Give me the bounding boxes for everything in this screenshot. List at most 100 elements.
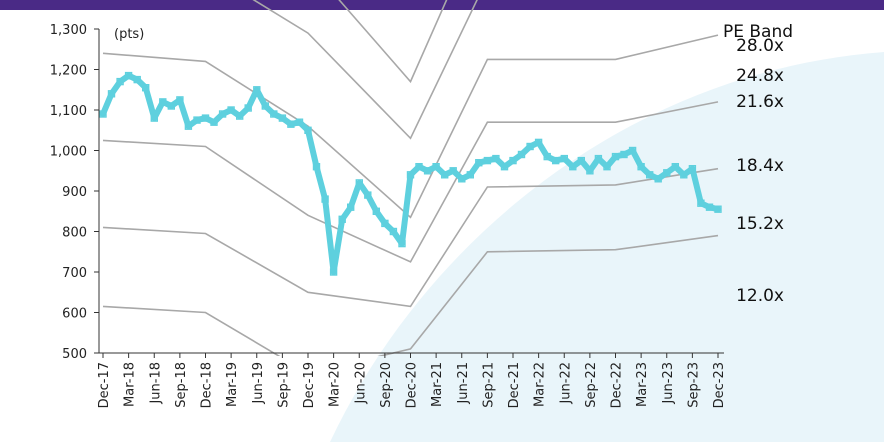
index-point	[628, 146, 637, 155]
top-header-bar	[0, 0, 884, 10]
pe-band-line-28.0x	[338, 0, 448, 84]
index-point	[594, 154, 603, 163]
x-tick-label: Sep-18	[174, 362, 189, 408]
x-tick-label: Jun-21	[456, 362, 471, 405]
index-point	[500, 162, 509, 171]
index-point	[201, 114, 210, 122]
pe-band-label: 15.2x	[736, 214, 784, 234]
index-point	[193, 116, 201, 124]
index-point	[637, 162, 645, 171]
index-point	[680, 171, 688, 179]
index-point	[218, 110, 227, 118]
index-point	[406, 171, 415, 179]
index-point	[150, 114, 159, 122]
x-tick-label: Jun-23	[661, 362, 676, 405]
index-point	[714, 205, 722, 213]
y-tick-label: 600	[62, 307, 87, 322]
x-tick-label: Jun-22	[558, 362, 573, 405]
y-tick-label: 1,000	[50, 145, 87, 160]
y-tick-label: 900	[62, 185, 87, 200]
background-swoosh	[330, 52, 884, 442]
x-tick-label: Dec-20	[405, 362, 420, 408]
index-series	[99, 71, 722, 276]
x-tick-label: Sep-20	[379, 362, 394, 408]
index-point	[671, 162, 679, 171]
index-point	[244, 104, 252, 112]
index-point	[432, 162, 440, 171]
y-tick-label: 800	[62, 226, 87, 241]
x-tick-label: Mar-20	[328, 362, 343, 407]
index-point	[620, 150, 628, 159]
index-point	[167, 102, 176, 110]
x-tick-label: Jun-18	[148, 362, 163, 405]
y-tick-label: 1,300	[50, 23, 87, 38]
pe-band-label: 21.6x	[736, 92, 784, 112]
x-tick-label: Dec-23	[712, 362, 727, 408]
index-point	[227, 106, 235, 114]
index-point	[124, 71, 133, 80]
index-point	[295, 118, 304, 126]
y-unit-label: (pts)	[114, 27, 144, 42]
index-point	[611, 152, 620, 161]
index-line	[100, 72, 721, 275]
index-point	[569, 162, 577, 171]
index-point	[176, 96, 184, 104]
index-point	[560, 154, 568, 163]
index-point	[534, 138, 543, 147]
index-point	[509, 156, 517, 165]
pe-band-label: 28.0x	[736, 36, 784, 56]
index-point	[329, 268, 338, 276]
index-point	[235, 112, 244, 120]
x-tick-label: Jun-19	[251, 362, 266, 405]
index-point	[705, 203, 714, 211]
index-point	[287, 120, 295, 128]
pe-band-line-18.4x	[102, 101, 719, 263]
pe-band-label: 18.4x	[736, 156, 784, 176]
index-point	[355, 179, 363, 187]
index-point	[423, 167, 432, 175]
x-tick-label: Dec-18	[200, 362, 215, 408]
index-point	[338, 215, 346, 224]
index-point	[184, 122, 193, 130]
x-tick-labels: Dec-17 Mar-18 Jun-18 Sep-18 Dec-18 Mar-19 Jun-…	[97, 353, 727, 408]
x-tick-label: Dec-17	[97, 362, 112, 408]
index-point	[270, 110, 278, 118]
x-tick-label: Dec-22	[610, 362, 625, 408]
index-point	[654, 175, 662, 183]
x-tick-label: Sep-22	[584, 362, 599, 408]
index-point	[278, 114, 287, 122]
x-tick-label: Mar-18	[123, 362, 138, 407]
x-tick-label: Sep-21	[481, 362, 496, 408]
index-point	[99, 110, 107, 118]
index-point	[253, 86, 261, 94]
index-point	[466, 171, 474, 179]
index-point	[526, 142, 534, 151]
index-point	[312, 162, 321, 171]
index-point	[381, 219, 389, 228]
index-point	[697, 199, 705, 207]
index-point	[304, 126, 312, 135]
y-tick-label: 700	[62, 266, 87, 281]
index-point	[364, 191, 372, 199]
index-point	[603, 162, 611, 171]
index-point	[688, 164, 697, 173]
legend-title: PE Band	[723, 22, 793, 42]
x-tick-label: Jun-20	[353, 362, 368, 405]
x-tick-label: Mar-23	[635, 362, 650, 407]
pe-band-label: 24.8x	[736, 66, 784, 86]
y-tick-labels: 500 600 700 800 900 1,000 1,100 1,200 1,300	[50, 23, 99, 362]
index-point	[449, 167, 457, 175]
index-point	[261, 102, 269, 110]
x-tick-label: Dec-19	[302, 362, 317, 408]
index-point	[389, 227, 398, 236]
index-point	[210, 118, 218, 126]
y-tick-label: 500	[62, 347, 87, 362]
x-tick-label: Sep-23	[686, 362, 701, 408]
index-point	[586, 167, 594, 175]
index-point	[577, 156, 585, 165]
index-point	[475, 158, 483, 167]
index-point	[116, 77, 124, 86]
index-point	[107, 90, 116, 98]
